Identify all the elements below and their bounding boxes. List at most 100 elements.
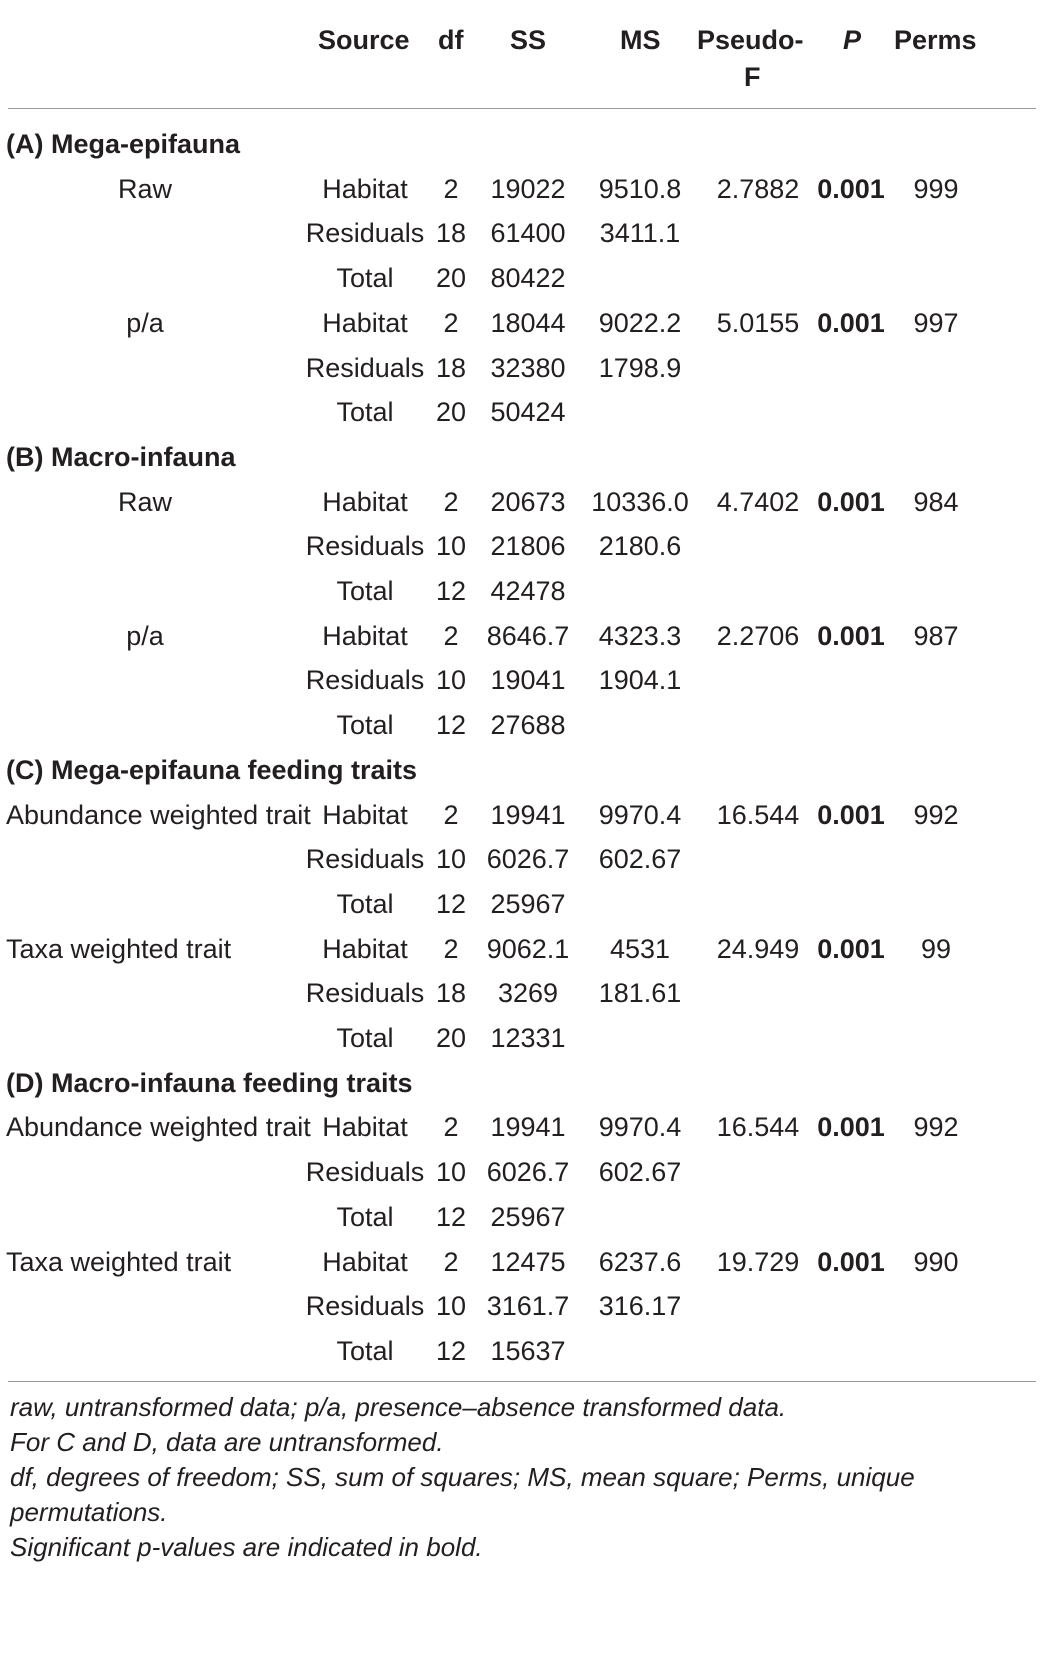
cell-ss: 6026.7 [486,1157,570,1188]
cell-ms: 9970.4 [598,1112,682,1143]
cell-ss: 27688 [490,710,566,741]
cell-pseudo-f: 2.2706 [716,620,800,651]
cell-perms: 999 [913,173,959,204]
cell-source: Total [336,888,394,919]
cell-pseudo-f: 2.7882 [716,173,800,204]
cell-source: Residuals [305,844,425,875]
cell-df: 18 [435,352,467,383]
cell-df: 20 [435,397,467,428]
cell-source: Residuals [305,531,425,562]
cell-ss: 21806 [490,531,566,562]
cell-source: Total [336,1023,394,1053]
cell-df: 10 [435,844,467,875]
col-header-pseudo-f-line1: Pseudo- [697,25,804,55]
cell-df: 10 [435,1157,467,1188]
group-label: Taxa weighted trait [6,1246,232,1277]
group-label: Taxa weighted trait [6,933,232,964]
cell-ms: 602.67 [598,1157,682,1188]
cell-perms: 99 [920,933,952,964]
cell-perms: 990 [913,1246,959,1277]
group-label: Raw [117,173,173,204]
footnote-4: permutations. [10,1497,168,1527]
col-header-perms: Perms [894,25,977,55]
cell-ss: 32380 [490,352,566,383]
cell-p-value: 0.001 [817,799,885,830]
cell-source: Total [336,576,394,606]
cell-source: Residuals [305,1157,425,1188]
cell-df: 2 [443,307,459,338]
group-label: p/a [126,307,164,338]
cell-df: 12 [435,710,467,741]
section-label: (D) Macro-infauna feeding traits [6,1067,413,1098]
cell-df: 10 [435,531,467,562]
cell-pseudo-f: 5.0155 [716,307,800,338]
cell-df: 18 [435,218,467,249]
cell-ms: 602.67 [598,844,682,875]
cell-perms: 992 [913,1112,959,1143]
cell-df: 12 [435,888,467,919]
cell-source: Total [336,1201,394,1232]
cell-p-value: 0.001 [817,1246,885,1277]
cell-p-value: 0.001 [817,486,885,517]
section-label: (A) Mega-epifauna [6,129,241,159]
cell-source: Habitat [322,620,408,651]
cell-ss: 6026.7 [486,844,570,875]
cell-ss: 12475 [490,1246,566,1277]
cell-ms: 9970.4 [598,799,682,830]
cell-pseudo-f: 19.729 [716,1246,800,1277]
cell-source: Habitat [322,173,408,204]
cell-source: Total [336,710,394,741]
cell-ss: 50424 [490,397,566,428]
cell-df: 12 [435,1335,467,1366]
cell-p-value: 0.001 [817,1112,885,1143]
cell-perms: 992 [913,799,959,830]
cell-source: Habitat [322,799,408,830]
cell-source: Habitat [322,486,408,517]
cell-ms: 4323.3 [598,620,682,651]
cell-df: 2 [443,933,459,964]
cell-df: 20 [435,263,467,294]
col-header-ss: SS [510,25,547,55]
cell-ms: 9510.8 [598,173,682,204]
cell-df: 2 [443,799,459,830]
cell-df: 12 [435,576,467,606]
cell-ss: 25967 [490,1201,566,1232]
cell-ms: 9022.2 [598,307,682,338]
cell-perms: 997 [913,307,959,338]
cell-df: 10 [435,665,467,696]
cell-ss: 19941 [490,799,566,830]
group-label: Raw [117,486,173,517]
cell-p-value: 0.001 [817,933,885,964]
cell-source: Habitat [322,933,408,964]
cell-ms: 2180.6 [598,531,682,562]
cell-ss: 15637 [490,1335,566,1366]
cell-df: 2 [443,173,459,204]
cell-ss: 3269 [497,978,559,1009]
group-label: p/a [126,620,164,651]
cell-ss: 25967 [490,888,566,919]
cell-source: Total [336,1335,394,1366]
cell-source: Habitat [322,307,408,338]
cell-ss: 19022 [490,173,566,204]
cell-ss: 8646.7 [486,620,570,651]
cell-p-value: 0.001 [817,173,885,204]
col-header-p: P [843,25,862,55]
cell-ms: 6237.6 [598,1246,682,1277]
cell-ss: 80422 [490,263,566,294]
cell-source: Residuals [305,978,425,1009]
cell-source: Residuals [305,218,425,249]
cell-source: Residuals [305,1291,425,1322]
cell-ss: 9062.1 [486,933,570,964]
col-header-source: Source [318,25,410,55]
cell-perms: 984 [913,486,959,517]
cell-ms: 1798.9 [598,352,682,383]
cell-source: Residuals [305,352,425,383]
footnote-1: raw, untransformed data; p/a, presence–a… [10,1392,787,1422]
footnote-5: Significant p-values are indicated in bo… [10,1532,483,1562]
cell-perms: 987 [913,620,959,651]
cell-pseudo-f: 4.7402 [716,486,800,517]
cell-ms: 1904.1 [598,665,682,696]
header-rule [8,108,1036,109]
cell-ss: 61400 [490,218,566,249]
cell-df: 20 [435,1023,467,1053]
